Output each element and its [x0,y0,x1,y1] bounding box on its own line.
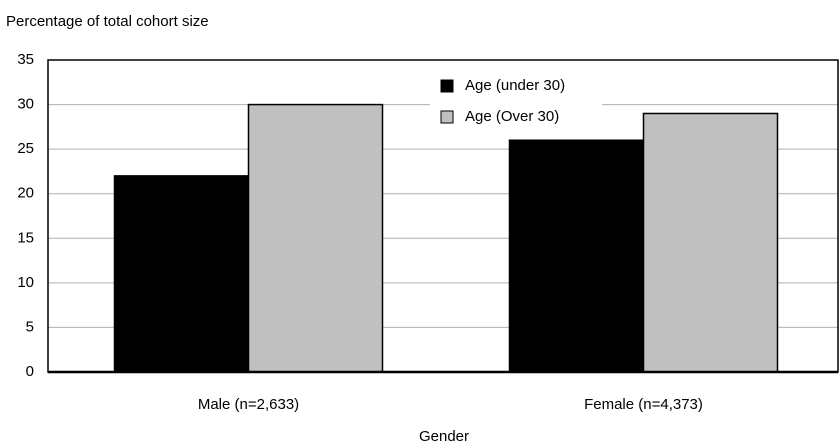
y-tick-label: 5 [26,318,34,335]
x-tick-label: Female (n=4,373) [584,396,703,413]
x-axis-label: Gender [419,428,469,444]
legend-box [430,72,602,132]
y-tick-label: 25 [17,140,34,157]
y-tick-label: 15 [17,229,34,246]
x-tick-label: Male (n=2,633) [198,396,299,413]
y-tick-label: 0 [26,363,34,380]
legend-swatch [440,110,454,124]
y-axis-label: Percentage of total cohort size [6,13,209,30]
legend-label: Age (Over 30) [465,108,559,125]
y-tick-label: 10 [17,274,34,291]
y-tick-label: 20 [17,185,34,202]
bar [508,139,645,373]
y-tick-label: 30 [17,96,34,113]
bar [247,103,384,373]
bar [642,112,779,373]
y-tick-label: 35 [17,51,34,68]
legend-swatch [440,79,454,93]
legend-label: Age (under 30) [465,77,565,94]
bar [113,175,250,373]
